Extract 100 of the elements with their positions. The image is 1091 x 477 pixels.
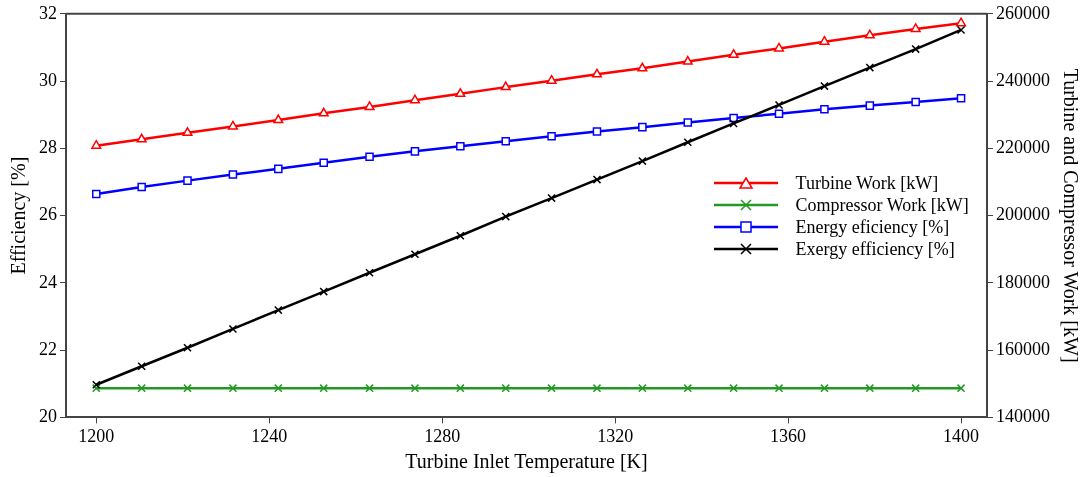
point bbox=[456, 142, 465, 151]
legend-label: Compressor Work [kW] bbox=[795, 193, 969, 216]
y-axis-title: Efficiency [%] bbox=[7, 156, 31, 275]
x-axis-title: Turbine Inlet Temperature [K] bbox=[405, 450, 648, 474]
y-tick-label: 30 bbox=[39, 69, 57, 90]
y-tick-label: 24 bbox=[39, 271, 57, 292]
point bbox=[774, 100, 784, 110]
point bbox=[774, 109, 784, 118]
point bbox=[365, 268, 374, 278]
point bbox=[228, 170, 238, 179]
point bbox=[729, 119, 738, 128]
x-tick-label: 1360 bbox=[770, 425, 807, 446]
point bbox=[956, 93, 966, 103]
point bbox=[365, 383, 374, 393]
point bbox=[911, 383, 920, 393]
point bbox=[410, 147, 420, 156]
point bbox=[136, 133, 147, 143]
point bbox=[318, 107, 329, 117]
point bbox=[592, 175, 602, 184]
point bbox=[455, 88, 466, 98]
point bbox=[911, 44, 920, 54]
x-tick-label: 1400 bbox=[943, 425, 980, 446]
point bbox=[274, 305, 283, 315]
point bbox=[364, 101, 375, 111]
point bbox=[274, 383, 283, 393]
point bbox=[955, 17, 967, 27]
point bbox=[137, 182, 146, 192]
y-tick-label: 28 bbox=[39, 137, 57, 158]
point bbox=[410, 249, 420, 259]
point bbox=[547, 193, 556, 203]
y2-axis-title: Turbine and Compressor Work [kW] bbox=[1058, 68, 1082, 363]
point bbox=[773, 42, 785, 52]
point bbox=[865, 63, 875, 72]
point bbox=[273, 114, 284, 124]
point bbox=[638, 156, 647, 166]
point bbox=[501, 212, 511, 221]
point bbox=[365, 152, 374, 162]
legend-label: Exergy efficiency [%] bbox=[795, 237, 955, 260]
point bbox=[865, 101, 875, 110]
point bbox=[500, 81, 511, 91]
point bbox=[637, 62, 648, 72]
point bbox=[820, 81, 829, 91]
y2-tick-label: 240000 bbox=[996, 69, 1050, 90]
point bbox=[319, 287, 328, 296]
point bbox=[956, 383, 966, 393]
point bbox=[274, 164, 283, 174]
y2-tick-label: 160000 bbox=[996, 338, 1050, 359]
point bbox=[227, 120, 238, 130]
x-tick-label: 1240 bbox=[251, 425, 288, 446]
point bbox=[683, 383, 693, 393]
legend-label: Energy eficiency [%] bbox=[795, 215, 950, 238]
point bbox=[729, 383, 738, 393]
point bbox=[591, 68, 603, 78]
point bbox=[319, 158, 328, 168]
point bbox=[319, 383, 328, 393]
point bbox=[865, 383, 875, 393]
point bbox=[911, 97, 920, 107]
point bbox=[820, 105, 829, 114]
point bbox=[774, 383, 784, 393]
point bbox=[728, 49, 739, 59]
y2-tick-label: 180000 bbox=[996, 271, 1050, 292]
y2-tick-label: 200000 bbox=[996, 204, 1050, 225]
point bbox=[683, 118, 693, 127]
y-tick-label: 20 bbox=[39, 406, 57, 427]
y2-tick-label: 260000 bbox=[996, 2, 1050, 23]
point bbox=[501, 383, 511, 393]
x-tick-label: 1200 bbox=[78, 425, 115, 446]
point bbox=[137, 383, 146, 393]
point bbox=[546, 74, 557, 84]
point bbox=[819, 35, 830, 45]
y-tick-label: 22 bbox=[39, 338, 57, 359]
point bbox=[547, 131, 556, 141]
point bbox=[456, 231, 465, 241]
point bbox=[410, 383, 420, 393]
point bbox=[547, 383, 556, 393]
y2-tick-label: 220000 bbox=[996, 137, 1050, 158]
point bbox=[182, 127, 193, 137]
point bbox=[228, 383, 238, 393]
y-tick-label: 32 bbox=[39, 2, 57, 23]
point bbox=[910, 23, 921, 33]
legend-label: Turbine Work [kW] bbox=[795, 171, 939, 194]
point bbox=[91, 139, 102, 149]
point bbox=[137, 361, 146, 371]
x-tick-label: 1320 bbox=[597, 425, 634, 446]
point bbox=[638, 383, 647, 393]
y2-tick-label: 140000 bbox=[996, 406, 1050, 427]
point bbox=[456, 383, 465, 393]
point bbox=[592, 383, 602, 393]
x-tick-label: 1280 bbox=[424, 425, 461, 446]
point bbox=[228, 324, 238, 334]
point bbox=[864, 29, 875, 39]
y-tick-label: 26 bbox=[39, 204, 57, 225]
point bbox=[683, 137, 693, 147]
point bbox=[409, 94, 421, 104]
point bbox=[592, 127, 602, 136]
point bbox=[820, 383, 829, 393]
point bbox=[638, 122, 647, 132]
point bbox=[682, 55, 693, 65]
point bbox=[91, 189, 101, 199]
point bbox=[183, 343, 192, 353]
